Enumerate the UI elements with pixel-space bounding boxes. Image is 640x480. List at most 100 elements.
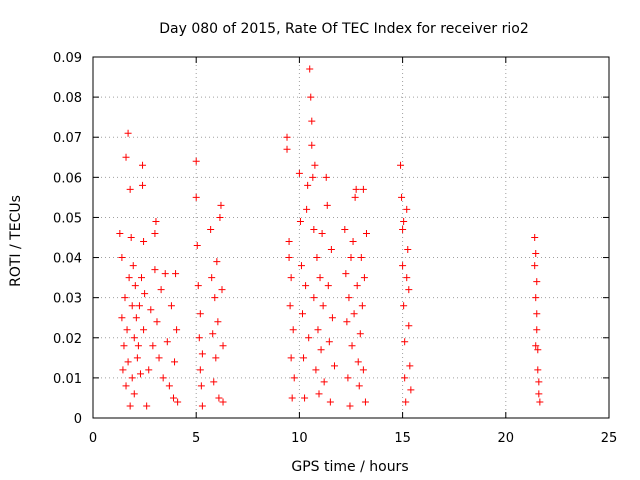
data-point	[209, 330, 217, 338]
data-point	[296, 217, 304, 225]
data-point	[302, 282, 310, 290]
data-point	[152, 217, 160, 225]
data-point	[300, 354, 308, 362]
data-point	[153, 318, 161, 326]
data-point	[320, 378, 328, 386]
data-point	[207, 225, 215, 233]
data-point	[287, 274, 295, 282]
x-tick-label: 0	[89, 431, 97, 446]
data-point	[123, 326, 131, 334]
data-point	[305, 334, 313, 342]
data-point	[122, 382, 130, 390]
data-point	[139, 161, 147, 169]
plot-frame	[92, 56, 610, 419]
data-point	[127, 234, 135, 241]
data-point	[126, 185, 134, 193]
y-tick-label: 0.07	[53, 131, 82, 146]
data-point	[536, 398, 544, 406]
data-point	[535, 378, 543, 386]
data-point	[121, 294, 129, 302]
data-point	[316, 274, 324, 282]
data-point	[314, 326, 322, 334]
data-point	[326, 398, 334, 406]
data-point	[283, 133, 291, 141]
data-point	[359, 185, 367, 193]
data-point	[140, 326, 148, 334]
data-point	[327, 246, 335, 254]
data-point	[359, 366, 367, 374]
data-point	[210, 378, 218, 386]
data-point	[301, 394, 309, 402]
data-point	[317, 346, 325, 354]
data-point	[285, 254, 293, 262]
data-point	[354, 358, 362, 366]
data-point	[310, 294, 318, 302]
data-point	[214, 318, 222, 326]
data-point	[349, 238, 357, 246]
y-tick-label: 0.06	[53, 171, 82, 186]
data-point	[149, 342, 157, 350]
data-point	[407, 386, 415, 394]
data-point	[141, 290, 149, 298]
data-point	[122, 153, 130, 161]
y-tick-label: 0.08	[53, 91, 82, 106]
plot-border	[92, 56, 610, 419]
data-point	[323, 201, 331, 209]
data-point	[147, 306, 155, 314]
data-point	[309, 173, 317, 181]
data-point	[198, 350, 206, 358]
data-point	[346, 402, 354, 410]
data-point	[313, 254, 321, 262]
data-point	[118, 254, 126, 262]
data-point	[128, 302, 136, 310]
data-point	[218, 286, 226, 294]
data-point	[198, 402, 206, 410]
data-point	[129, 262, 137, 270]
data-point	[399, 262, 407, 270]
data-point	[328, 314, 336, 322]
data-point	[196, 310, 204, 318]
data-point	[325, 338, 333, 346]
data-point	[219, 342, 227, 350]
data-point	[124, 358, 132, 366]
data-point	[350, 310, 358, 318]
y-tick-label: 0.04	[53, 252, 82, 267]
data-point	[287, 354, 295, 362]
data-point	[193, 242, 201, 250]
data-point	[219, 398, 227, 406]
x-axis-title: GPS time / hours	[291, 459, 408, 475]
data-point	[171, 358, 179, 366]
data-point	[531, 262, 539, 270]
x-axis: 0 5 10 15 20 25	[89, 57, 617, 446]
data-point	[534, 346, 542, 354]
data-point	[362, 229, 370, 237]
y-tick-label: 0.03	[53, 292, 82, 307]
data-point	[318, 229, 326, 237]
data-point	[303, 205, 311, 213]
data-point	[322, 173, 330, 181]
x-tick-label: 10	[291, 431, 308, 446]
data-point	[347, 254, 355, 262]
data-point	[172, 270, 180, 278]
data-point	[192, 193, 200, 201]
data-point	[208, 274, 216, 282]
data-point	[167, 302, 175, 310]
data-point	[310, 225, 318, 233]
data-point	[289, 326, 297, 334]
data-point	[128, 374, 136, 382]
data-point	[118, 314, 126, 322]
data-point	[120, 342, 128, 350]
y-tick-label: 0.05	[53, 211, 82, 226]
data-point	[132, 314, 140, 322]
data-point	[131, 282, 139, 290]
data-point	[532, 294, 540, 302]
data-point	[319, 302, 327, 310]
data-point	[159, 374, 167, 382]
data-point	[125, 274, 133, 282]
data-point	[403, 205, 411, 213]
data-point	[295, 169, 303, 177]
data-point	[532, 342, 540, 350]
data-point	[285, 238, 293, 246]
data-point	[307, 93, 315, 101]
data-point	[194, 282, 202, 290]
